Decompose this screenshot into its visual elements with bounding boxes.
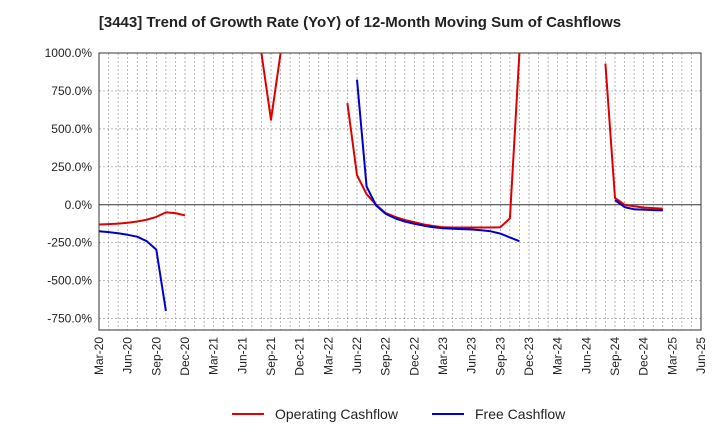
- series-line-segment: [98, 211, 186, 226]
- series-free-cashflow: [98, 79, 663, 312]
- x-tick-label: Dec-21: [293, 337, 307, 376]
- y-tick-label: 250.0%: [51, 160, 92, 174]
- chart-title: [3443] Trend of Growth Rate (YoY) of 12-…: [98, 14, 622, 31]
- x-tick-label: Jun-20: [121, 337, 135, 374]
- x-tick-label: Sep-21: [264, 337, 278, 376]
- x-tick-label: Dec-22: [407, 337, 421, 376]
- x-tick-label: Jun-22: [350, 337, 364, 374]
- x-tick-label: Jun-21: [235, 337, 249, 374]
- x-tick-label: Jun-25: [694, 337, 708, 374]
- x-tick-label: Mar-23: [436, 337, 450, 375]
- x-tick-label: Mar-25: [665, 337, 679, 375]
- y-tick-label: 0.0%: [65, 198, 93, 212]
- x-tick-label: Sep-24: [608, 337, 622, 376]
- legend-item: Free Cashflow: [432, 406, 566, 422]
- y-tick-label: 750.0%: [51, 84, 92, 98]
- x-tick-label: Mar-20: [92, 337, 106, 375]
- legend-label: Operating Cashflow: [275, 406, 399, 422]
- legend-item: Operating Cashflow: [232, 406, 399, 422]
- series-line-segment: [614, 199, 663, 212]
- x-tick-label: Dec-20: [178, 337, 192, 376]
- x-tick-label: Mar-21: [207, 337, 221, 375]
- x-tick-label: Dec-24: [637, 337, 651, 376]
- x-tick-label: Sep-23: [493, 337, 507, 376]
- x-tick-label: Jun-24: [579, 337, 593, 374]
- series-line-segment: [604, 63, 663, 210]
- x-tick-label: Sep-22: [379, 337, 393, 376]
- x-tick-label: Sep-20: [149, 337, 163, 376]
- series-layer: [98, 52, 663, 312]
- x-tick-label: Mar-24: [551, 337, 565, 375]
- y-axis-ticks: 1000.0% 750.0% 500.0% 250.0% 0.0% -250.0% -500…: [45, 46, 93, 326]
- series-operating-cashflow: [98, 52, 663, 229]
- series-line-segment: [356, 79, 520, 243]
- series-line-segment: [260, 52, 282, 121]
- y-tick-label: -250.0%: [47, 236, 92, 250]
- x-axis-ticks: Mar-20 Jun-20 Sep-20 Dec-20 Mar-21 Jun-21 Sep-…: [92, 337, 708, 376]
- legend-label: Free Cashflow: [475, 406, 566, 422]
- y-tick-label: -500.0%: [47, 274, 92, 288]
- x-tick-label: Jun-23: [465, 337, 479, 374]
- plot-frame: [98, 52, 702, 331]
- y-tick-label: 1000.0%: [45, 46, 93, 60]
- legend: Operating Cashflow Free Cashflow: [232, 406, 566, 422]
- x-tick-label: Dec-23: [522, 337, 536, 376]
- y-tick-label: 500.0%: [51, 122, 92, 136]
- x-tick-label: Mar-22: [321, 337, 335, 375]
- series-line-segment: [98, 230, 167, 312]
- grid-layer: [98, 52, 702, 330]
- y-tick-label: -750.0%: [47, 312, 92, 326]
